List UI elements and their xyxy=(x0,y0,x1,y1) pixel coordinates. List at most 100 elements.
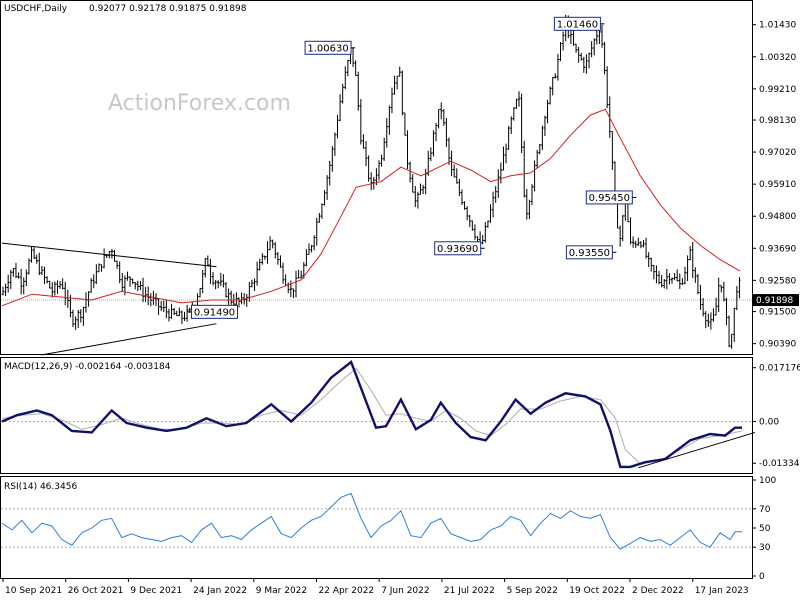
ohlc-bar xyxy=(312,235,316,251)
ohlc-bar xyxy=(491,191,495,218)
ohlc-bar xyxy=(577,46,580,63)
ohlc-bar xyxy=(406,130,409,170)
ohlc-bar xyxy=(224,282,228,298)
ohlc-bar xyxy=(22,277,25,295)
rsi-panel xyxy=(0,476,753,579)
ohlc-bar xyxy=(367,155,370,182)
ohlc-bar xyxy=(268,236,272,251)
ohlc-bar xyxy=(484,221,487,243)
ohlc-bar xyxy=(97,263,101,273)
ohlc-bar xyxy=(217,280,220,289)
ohlc-bar xyxy=(678,273,681,290)
macd-title: MACD(12,26,9) -0.002164 -0.003184 xyxy=(4,362,171,372)
ohlc-bar xyxy=(675,269,679,282)
ohlc-bar xyxy=(370,172,373,191)
ohlc-bar xyxy=(149,293,153,307)
ohlc-bar xyxy=(69,294,72,318)
ohlc-bar xyxy=(401,70,404,116)
ohlc-bar xyxy=(333,132,337,156)
ohlc-bar xyxy=(14,262,18,279)
ohlc-bar xyxy=(237,297,241,308)
ohlc-bar xyxy=(315,217,318,246)
ohlc-bar xyxy=(538,143,541,155)
date-axis-label: 21 Jul 2022 xyxy=(444,586,495,596)
ohlc-bar xyxy=(336,114,339,139)
ohlc-bar xyxy=(712,308,715,322)
price-axis-tick-label: 0.90390 xyxy=(759,340,796,350)
ohlc-bar xyxy=(561,31,565,51)
ohlc-bar xyxy=(141,277,145,303)
rsi-axis-tick-label: 70 xyxy=(759,505,771,515)
ohlc-bar xyxy=(683,266,687,285)
date-axis-label: 2 Dec 2022 xyxy=(632,586,684,596)
date-axis-label: 17 Jan 2023 xyxy=(695,586,749,596)
ohlc-bar xyxy=(725,297,728,326)
price-axis-tick-label: 0.92580 xyxy=(759,276,796,286)
ohlc-bar xyxy=(696,274,700,295)
ohlc-bar xyxy=(707,313,710,328)
ohlc-bar xyxy=(600,24,604,48)
ohlc-bar xyxy=(528,199,531,220)
ohlc-bar xyxy=(455,168,458,184)
ohlc-bar xyxy=(593,38,596,56)
ohlc-bar xyxy=(139,280,142,291)
ohlc-bar xyxy=(253,278,256,292)
ohlc-bar xyxy=(214,280,217,290)
ohlc-bar xyxy=(240,292,243,305)
macd-axis-tick-label: -0.01334 xyxy=(759,459,800,469)
ohlc-bar xyxy=(556,53,560,81)
ohlc-bar xyxy=(548,86,552,105)
ohlc-bar xyxy=(9,269,12,290)
ohlc-bar xyxy=(704,311,707,329)
annotation-box xyxy=(565,245,613,260)
ohlc-bar xyxy=(128,276,132,287)
ohlc-bar xyxy=(535,149,539,168)
ohlc-bar xyxy=(377,160,381,181)
price-axis-tick-label: 0.94800 xyxy=(759,212,796,222)
ohlc-bar xyxy=(35,254,38,264)
ohlc-bar xyxy=(209,258,212,284)
annotation-box xyxy=(304,40,352,55)
ohlc-bar xyxy=(346,59,350,77)
ohlc-bar xyxy=(445,118,448,148)
ohlc-bar xyxy=(393,75,396,95)
ohlc-bar xyxy=(458,178,461,196)
ohlc-bar xyxy=(206,255,210,266)
ohlc-bar xyxy=(165,299,168,319)
ohlc-bar xyxy=(297,269,300,279)
rsi-axis-tick-label: 50 xyxy=(759,524,771,534)
date-axis-label: 22 Apr 2022 xyxy=(319,586,375,596)
ohlc-bar xyxy=(92,274,95,289)
watermark: ActionForex.com xyxy=(108,91,291,116)
ohlc-bar xyxy=(722,281,726,302)
ohlc-bar xyxy=(17,272,20,279)
ohlc-bar xyxy=(390,87,394,114)
macd-main-line xyxy=(1,360,742,469)
ohlc-bar xyxy=(89,278,93,293)
ohlc-bar xyxy=(27,258,31,275)
price-axis-tick-label: 0.93690 xyxy=(759,244,796,254)
ohlc-bar xyxy=(694,267,697,283)
ohlc-bar xyxy=(56,280,59,294)
ohlc-bar xyxy=(364,141,368,167)
ohlc-bar xyxy=(574,43,578,53)
ohlc-bar xyxy=(639,241,643,249)
ohlc-bar xyxy=(331,145,334,172)
ohlc-bar xyxy=(499,162,503,184)
annotation-box xyxy=(585,190,633,205)
macd-trendline xyxy=(638,431,756,469)
ohlc-bar xyxy=(118,261,121,284)
ohlc-bar xyxy=(95,264,98,285)
ohlc-bar xyxy=(670,277,674,284)
ohlc-bar xyxy=(650,257,653,272)
ohlc-bar xyxy=(300,270,303,279)
ohlc-bar xyxy=(629,217,632,245)
ohlc-bar xyxy=(43,266,46,285)
annotation-label: 0.95450 xyxy=(585,190,637,205)
ohlc-bar xyxy=(709,312,713,330)
ohlc-bar xyxy=(398,66,401,77)
ohlc-bar xyxy=(660,274,663,288)
ohlc-bar xyxy=(546,99,549,124)
rsi-line xyxy=(1,492,742,550)
ohlc-bar xyxy=(53,281,57,296)
